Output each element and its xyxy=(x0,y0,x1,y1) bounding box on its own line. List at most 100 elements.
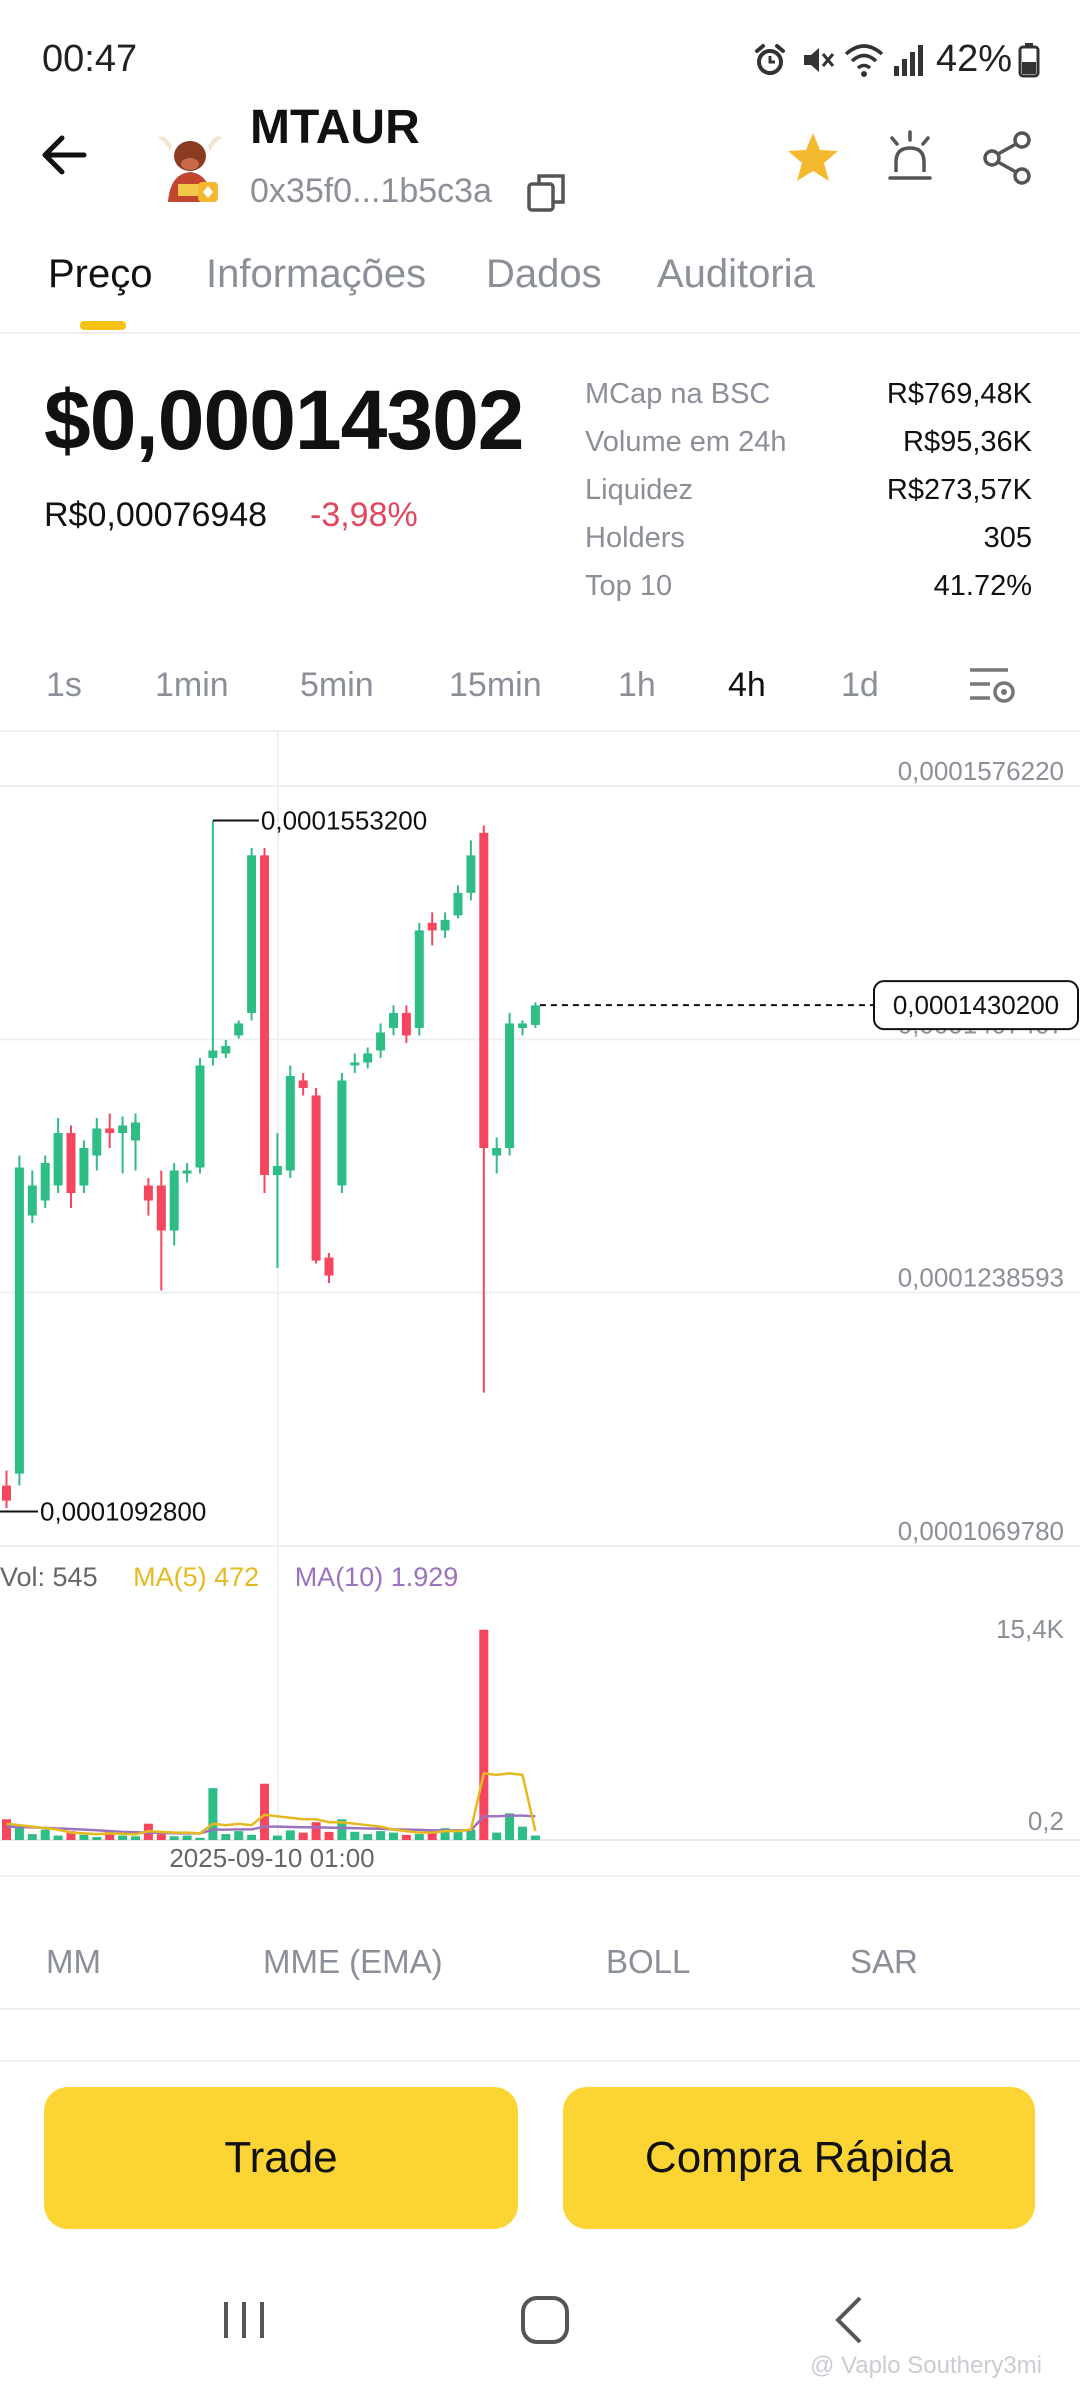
volume-bar xyxy=(505,1813,515,1840)
volume-bar xyxy=(337,1819,347,1840)
battery-percent: 42% xyxy=(935,38,1012,80)
volume-bar xyxy=(414,1834,424,1840)
indicator-ema[interactable]: MME (EMA) xyxy=(263,1943,443,1980)
candle xyxy=(66,1132,76,1194)
candle xyxy=(350,1062,360,1066)
alarm-icon xyxy=(755,44,785,75)
chart-settings-icon[interactable] xyxy=(968,664,1016,708)
battery-icon xyxy=(1018,43,1040,78)
timeframe-4h[interactable]: 4h xyxy=(728,666,766,704)
candle xyxy=(156,1185,166,1231)
volume-axis-bottom: 0,2 xyxy=(1028,1806,1064,1836)
back-arrow-icon[interactable] xyxy=(36,120,96,190)
candle xyxy=(53,1132,63,1186)
price-brl: R$0,00076948 xyxy=(44,496,268,534)
wifi-icon xyxy=(844,44,884,77)
price-change: -3,98% xyxy=(310,496,418,534)
volume-bar xyxy=(298,1832,308,1840)
volume-bar xyxy=(376,1831,386,1840)
tab-audit[interactable]: Auditoria xyxy=(657,252,815,296)
volume-bar xyxy=(40,1829,50,1840)
timeframe-1s[interactable]: 1s xyxy=(46,666,82,704)
price-chart[interactable]: 0,00015762200,00014074070,00012385930,00… xyxy=(0,732,1080,1882)
tab-data[interactable]: Dados xyxy=(486,252,602,296)
candle xyxy=(530,1005,540,1025)
volume-bar xyxy=(272,1835,282,1840)
home-icon[interactable] xyxy=(515,2290,575,2350)
mute-icon xyxy=(804,48,835,72)
stat-label-liquidity: Liquidez xyxy=(585,474,694,506)
candle xyxy=(143,1185,153,1201)
volume-bar xyxy=(131,1836,140,1840)
volume-bar xyxy=(479,1629,489,1840)
indicator-sar[interactable]: SAR xyxy=(850,1943,918,1980)
candle xyxy=(27,1185,37,1216)
trade-button[interactable]: Trade xyxy=(44,2087,518,2229)
candle xyxy=(453,892,463,916)
quick-buy-button[interactable]: Compra Rápida xyxy=(563,2087,1035,2229)
candle xyxy=(389,1012,398,1028)
volume-bar xyxy=(324,1831,334,1840)
stat-value-volume: R$95,36K xyxy=(903,426,1032,458)
timeframe-15min[interactable]: 15min xyxy=(449,666,542,704)
candle xyxy=(182,1170,192,1174)
volume-bar xyxy=(311,1822,321,1840)
stat-label-mcap: MCap na BSC xyxy=(585,378,771,410)
candle xyxy=(401,1012,411,1036)
candle xyxy=(414,930,424,1028)
tab-info[interactable]: Informações xyxy=(206,252,427,296)
candle xyxy=(208,1050,218,1058)
current-price-label: 0,0001430200 xyxy=(893,990,1059,1020)
timeframe-1min[interactable]: 1min xyxy=(155,666,229,704)
candle xyxy=(466,855,476,893)
volume-legend: Vol: 545 MA(5) 472 MA(10) 1.929 xyxy=(0,1562,458,1593)
divider xyxy=(0,730,1080,732)
timeframe-5min[interactable]: 5min xyxy=(300,666,374,704)
candle xyxy=(92,1128,102,1156)
volume-bar xyxy=(350,1831,360,1840)
candle xyxy=(105,1128,115,1133)
candle xyxy=(492,1147,502,1156)
candle xyxy=(40,1162,50,1201)
copy-icon[interactable] xyxy=(525,170,569,214)
stat-label-holders: Holders xyxy=(585,522,685,554)
timeframe-1h[interactable]: 1h xyxy=(618,666,656,704)
volume-bar xyxy=(182,1835,192,1840)
volume-bar xyxy=(234,1831,244,1840)
candle xyxy=(363,1053,373,1063)
stat-value-top10: 41.72% xyxy=(933,570,1032,602)
candle xyxy=(260,855,269,1176)
nav-back-icon[interactable] xyxy=(820,2290,880,2350)
candle xyxy=(272,1166,282,1176)
indicator-ma[interactable]: MM xyxy=(46,1943,101,1980)
timeframe-1d[interactable]: 1d xyxy=(841,666,879,704)
stat-value-holders: 305 xyxy=(983,522,1032,554)
candle xyxy=(311,1095,321,1261)
candle xyxy=(234,1023,244,1036)
indicator-boll[interactable]: BOLL xyxy=(606,1943,691,1980)
token-address[interactable]: 0x35f0...1b5c3a xyxy=(250,172,492,210)
low-price-label: 0,0001092800 xyxy=(40,1496,206,1526)
stat-value-liquidity: R$273,57K xyxy=(886,474,1032,506)
recent-apps-icon[interactable] xyxy=(214,2290,274,2350)
status-time: 00:47 xyxy=(42,38,138,80)
stat-value-mcap: R$769,48K xyxy=(886,378,1032,410)
ma5-label: MA(5) 472 xyxy=(133,1562,260,1592)
y-axis-label: 0,0001576220 xyxy=(898,756,1064,786)
volume-bar xyxy=(389,1832,398,1840)
tab-indicator xyxy=(80,321,126,330)
candle xyxy=(169,1170,179,1231)
volume-bar xyxy=(66,1831,76,1840)
candle xyxy=(376,1032,386,1051)
price-alert-icon[interactable] xyxy=(880,128,940,188)
share-icon[interactable] xyxy=(978,128,1038,188)
volume-bar xyxy=(285,1830,295,1840)
candle xyxy=(324,1257,334,1276)
candle xyxy=(505,1023,515,1148)
star-icon[interactable] xyxy=(783,128,843,188)
candle xyxy=(79,1147,89,1186)
volume-bar xyxy=(53,1835,63,1840)
volume-bar xyxy=(79,1834,89,1840)
volume-bar xyxy=(247,1834,257,1840)
tab-price[interactable]: Preço xyxy=(48,252,153,296)
